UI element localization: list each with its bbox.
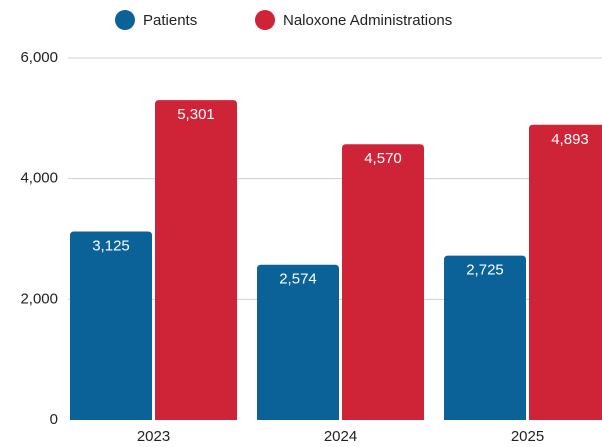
value-label: 5,301	[177, 106, 215, 123]
y-tick-label: 0	[50, 411, 58, 428]
value-label: 2,725	[466, 262, 504, 279]
y-tick-label: 6,000	[20, 49, 58, 66]
y-tick-label: 2,000	[20, 290, 58, 307]
value-label: 3,125	[92, 237, 130, 254]
x-tick-label: 2025	[511, 428, 544, 445]
bar	[257, 264, 339, 420]
y-tick-label: 4,000	[20, 170, 58, 187]
value-label: 4,570	[364, 150, 402, 167]
bar	[444, 255, 526, 420]
x-tick-label: 2023	[137, 428, 170, 445]
legend-marker	[115, 10, 135, 30]
bar	[529, 124, 602, 420]
legend-label: Patients	[143, 12, 197, 29]
legend-label: Naloxone Administrations	[283, 12, 452, 29]
x-tick-label: 2024	[324, 428, 357, 445]
value-label: 2,574	[279, 271, 317, 288]
bar	[155, 100, 237, 420]
bar	[342, 144, 424, 420]
value-label: 4,893	[551, 131, 589, 148]
legend-marker	[255, 10, 275, 30]
bar	[70, 231, 152, 420]
